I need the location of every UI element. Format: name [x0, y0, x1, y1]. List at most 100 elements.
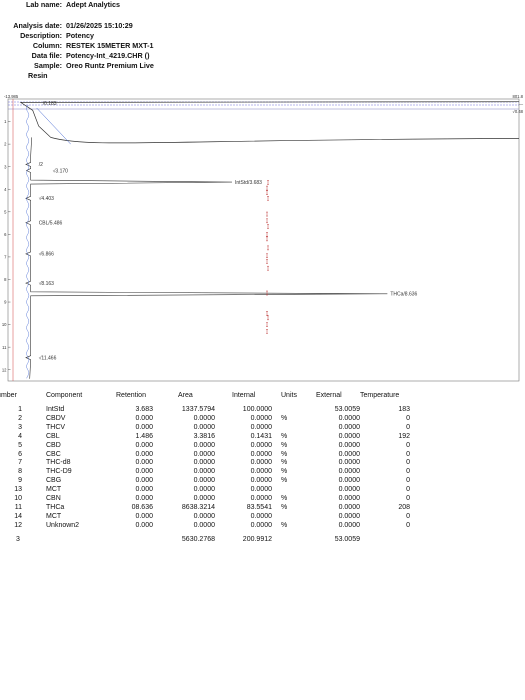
table-cell-r7-c1: THC-D9: [46, 468, 72, 476]
table-header-internal: Internal: [232, 392, 256, 399]
table-cell-r1-c1: CBDV: [46, 414, 66, 422]
time-tick-label-6: 6: [4, 232, 7, 237]
sample-value-line2: Resin: [28, 71, 48, 80]
table-cell-r6-c1: THC-d8: [46, 459, 71, 467]
table-cell-r1-c2: 0.000: [135, 414, 153, 422]
description-value: Potency: [66, 31, 94, 40]
table-cell-r10-c7: 0: [406, 495, 410, 502]
table-cell-r13-c5: %: [281, 521, 288, 529]
table-cell-r0-c1: IntStd: [46, 406, 65, 413]
table-cell-r12-c6: 0.0000: [338, 512, 360, 520]
data-file-value: Potency-Int_4219.CHR (): [66, 51, 150, 60]
table-cell-r9-c1: MCT: [46, 486, 62, 494]
table-cell-r3-c1: CBL: [46, 432, 60, 440]
table-cell-r8-c2: 0.000: [135, 477, 153, 485]
plot-frame: [7, 98, 520, 382]
table-cell-r3-c5: %: [281, 432, 288, 440]
table-cell-r3-c3: 3.3816: [193, 432, 215, 440]
table-cell-r1-c6: 0.0000: [338, 414, 360, 422]
peak-label-9: √11.466: [39, 354, 57, 361]
peak-label-6: √6.866: [39, 251, 54, 258]
table-cell-r11-c2: 08.636: [131, 503, 153, 511]
peak-label-4: √4.403: [39, 195, 54, 202]
time-tick-label-5: 5: [4, 209, 7, 214]
table-cell-r7-c2: 0.000: [135, 468, 153, 476]
table-cell-r3-c6: 0.0000: [338, 432, 360, 440]
table-cell-r4-c7: 0: [406, 441, 410, 449]
table-cell-r5-c7: 0: [406, 450, 410, 458]
table-cell-r11-c3: 8638.3214: [181, 503, 215, 511]
sample-label: Sample:: [34, 61, 62, 70]
corner-label-top-right: 801.8: [513, 95, 524, 99]
table-cell-r7-c4: 0.0000: [250, 468, 272, 476]
table-cell-r5-c0: 6: [18, 450, 22, 458]
table-cell-r12-c0: 14: [14, 512, 22, 520]
time-tick-label-11: 11: [2, 345, 7, 350]
table-cell-r7-c6: 0.0000: [338, 468, 360, 476]
tangent-line: [36, 107, 71, 145]
time-tick-label-2: 2: [4, 142, 7, 147]
table-header-component: Component: [46, 392, 83, 399]
table-cell-r3-c7: 192: [398, 432, 410, 440]
table-cell-r9-c7: 0: [406, 486, 410, 494]
table-cell-r10-c0: 10: [14, 495, 22, 502]
table-cell-r9-c4: 0.0000: [250, 486, 272, 494]
table-cell-r8-c6: 0.0000: [338, 477, 360, 485]
table-cell-r8-c1: CBG: [46, 477, 62, 485]
table-total-c4: 200.9912: [242, 535, 272, 543]
time-tick-label-9: 9: [4, 300, 7, 305]
table-cell-r7-c7: 0: [406, 468, 410, 476]
table-cell-r7-c5: %: [281, 468, 288, 476]
table-cell-r5-c3: 0.0000: [193, 450, 215, 458]
time-tick-label-8: 8: [4, 277, 7, 282]
table-cell-r12-c4: 0.0000: [250, 512, 272, 520]
table-cell-r13-c0: 12: [14, 521, 22, 529]
table-cell-r5-c6: 0.0000: [338, 450, 360, 458]
table-cell-r7-c3: 0.0000: [193, 468, 215, 476]
solvent-trace: [19, 101, 520, 144]
table-header-number: Number: [0, 392, 17, 399]
table-cell-r10-c4: 0.0000: [250, 495, 272, 502]
table-total-c0: 3: [16, 535, 20, 543]
table-cell-r12-c1: MCT: [46, 512, 62, 520]
table-cell-r4-c6: 0.0000: [338, 441, 360, 449]
table-total-c3: 5630.2768: [181, 535, 215, 543]
data-file-label: Data file:: [31, 51, 62, 60]
table-cell-r2-c2: 0.000: [135, 423, 153, 431]
corner-label-top-left: -13.985: [4, 95, 19, 99]
table-cell-r2-c7: 0: [406, 423, 410, 431]
table-total-c6: 53.0059: [334, 535, 360, 543]
table-cell-r12-c2: 0.000: [135, 512, 153, 520]
peak-label-2: √3.170: [53, 167, 68, 174]
table-cell-r3-c0: 4: [18, 432, 22, 440]
table-cell-r2-c3: 0.0000: [193, 423, 215, 431]
peak-label-5: CBL/5.486: [39, 221, 63, 227]
table-cell-r6-c0: 7: [18, 459, 22, 467]
table-cell-r4-c3: 0.0000: [193, 441, 215, 449]
time-tick-label-12: 12: [2, 367, 7, 372]
table-cell-r10-c2: 0.000: [135, 495, 153, 502]
table-cell-r8-c3: 0.0000: [193, 477, 215, 485]
table-header-area: Area: [178, 392, 193, 399]
table-cell-r13-c2: 0.000: [135, 521, 153, 529]
time-tick-label-4: 4: [4, 187, 7, 192]
table-cell-r12-c7: 0: [406, 512, 410, 520]
table-cell-r1-c5: %: [281, 414, 288, 422]
table-cell-r5-c2: 0.000: [135, 450, 153, 458]
table-cell-r6-c2: 0.000: [135, 459, 153, 467]
table-header-external: External: [316, 392, 342, 399]
table-cell-r9-c3: 0.0000: [193, 486, 215, 494]
table-cell-r0-c0: 1: [18, 406, 22, 413]
table-cell-r6-c3: 0.0000: [193, 459, 215, 467]
table-cell-r11-c4: 83.5541: [246, 503, 272, 511]
peak-label-1: /2: [39, 162, 43, 168]
table-cell-r13-c3: 0.0000: [193, 521, 215, 529]
table-cell-r6-c4: 0.0000: [250, 459, 272, 467]
table-cell-r7-c0: 8: [18, 468, 22, 476]
table-cell-r11-c6: 0.0000: [338, 503, 360, 511]
peak-label-0: /0.183: [43, 101, 57, 107]
time-tick-label-3: 3: [4, 164, 7, 169]
peak-label-7: √8.163: [39, 280, 54, 287]
table-cell-r13-c1: Unknown2: [46, 521, 80, 529]
analysis-date-label: Analysis date:: [13, 21, 62, 30]
